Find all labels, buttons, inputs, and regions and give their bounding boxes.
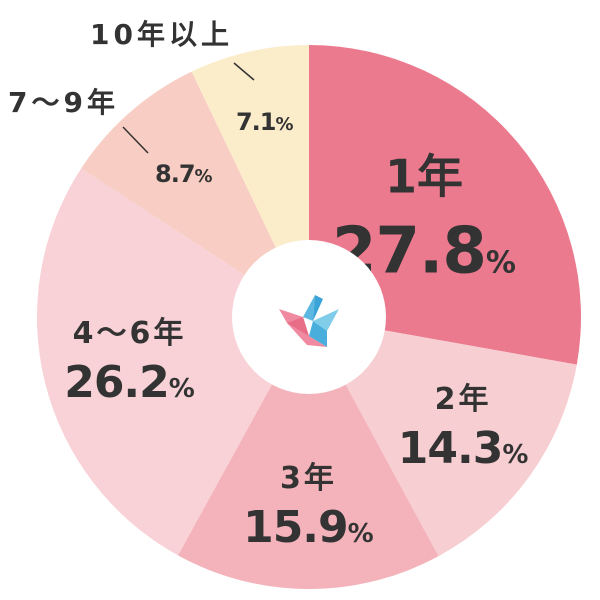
labels-group: 1年27.8%2年14.3%3年15.9%4～6年26.2%8.7%7～9年7.… — [8, 18, 528, 553]
leader-lines-group — [122, 62, 255, 154]
slice-category-label: 10年以上 — [90, 18, 233, 51]
pie-slice — [309, 317, 577, 557]
leader-line — [122, 126, 149, 154]
slice-category-label: 3年 — [280, 461, 337, 496]
pie-slice — [81, 71, 309, 317]
center-group — [232, 240, 386, 394]
slice-value-label: 15.9% — [243, 502, 374, 553]
slice-value-label: 26.2% — [64, 357, 195, 408]
slice-value-label: 14.3% — [398, 423, 529, 474]
leader-line — [233, 62, 255, 81]
slice-category-label: 4～6年 — [73, 316, 187, 351]
pie-slice — [177, 317, 439, 589]
slice-category-label: 7～9年 — [8, 86, 119, 119]
slice-category-label: 2年 — [435, 382, 492, 417]
origami-bird-icon — [279, 295, 339, 347]
slice-value-label: 8.7% — [155, 160, 213, 188]
slice-category-label: 1年 — [385, 150, 463, 204]
pie-slice — [36, 168, 309, 556]
slice-value-label: 7.1% — [236, 108, 294, 136]
